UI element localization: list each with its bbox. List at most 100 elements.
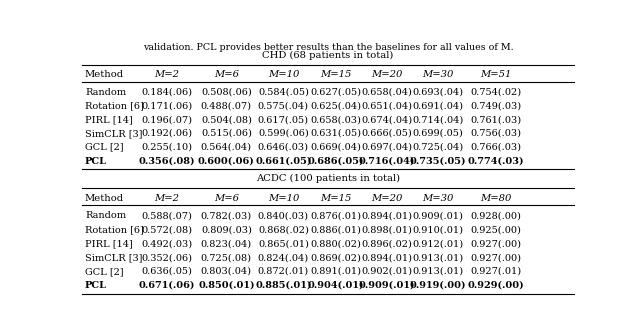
Text: M=10: M=10	[268, 194, 299, 203]
Text: M=15: M=15	[320, 194, 351, 203]
Text: ACDC (100 patients in total): ACDC (100 patients in total)	[256, 174, 400, 183]
Text: 0.584(.05): 0.584(.05)	[258, 88, 308, 97]
Text: 0.488(.07): 0.488(.07)	[201, 101, 252, 111]
Text: 0.661(.05): 0.661(.05)	[255, 156, 312, 166]
Text: 0.735(.05): 0.735(.05)	[410, 156, 467, 166]
Text: 0.636(.05): 0.636(.05)	[141, 267, 192, 276]
Text: Method: Method	[85, 194, 124, 203]
Text: 0.666(.05): 0.666(.05)	[361, 129, 412, 138]
Text: 0.904(.01): 0.904(.01)	[307, 281, 364, 290]
Text: 0.756(.03): 0.756(.03)	[470, 129, 521, 138]
Text: 0.669(.04): 0.669(.04)	[310, 143, 361, 152]
Text: GCL [2]: GCL [2]	[85, 267, 124, 276]
Text: 0.909(.01): 0.909(.01)	[358, 281, 415, 290]
Text: M=20: M=20	[371, 194, 402, 203]
Text: Method: Method	[85, 70, 124, 80]
Text: 0.171(.06): 0.171(.06)	[141, 101, 193, 111]
Text: Rotation [6]: Rotation [6]	[85, 101, 144, 111]
Text: Random: Random	[85, 88, 126, 97]
Text: 0.492(.03): 0.492(.03)	[141, 239, 193, 248]
Text: 0.865(.01): 0.865(.01)	[258, 239, 308, 248]
Text: 0.809(.03): 0.809(.03)	[201, 225, 252, 234]
Text: 0.356(.08): 0.356(.08)	[138, 156, 195, 166]
Text: 0.913(.01): 0.913(.01)	[413, 253, 463, 262]
Text: 0.575(.04): 0.575(.04)	[258, 101, 309, 111]
Text: 0.658(.03): 0.658(.03)	[310, 115, 361, 124]
Text: 0.919(.00): 0.919(.00)	[410, 281, 467, 290]
Text: M=6: M=6	[214, 70, 239, 80]
Text: 0.588(.07): 0.588(.07)	[141, 211, 192, 220]
Text: 0.894(.01): 0.894(.01)	[361, 253, 412, 262]
Text: 0.625(.04): 0.625(.04)	[310, 101, 361, 111]
Text: 0.725(.04): 0.725(.04)	[413, 143, 463, 152]
Text: 0.716(.04): 0.716(.04)	[358, 156, 415, 166]
Text: SimCLR [3]: SimCLR [3]	[85, 129, 143, 138]
Text: GCL [2]: GCL [2]	[85, 143, 124, 152]
Text: 0.774(.03): 0.774(.03)	[467, 156, 524, 166]
Text: 0.894(.01): 0.894(.01)	[361, 211, 412, 220]
Text: 0.714(.04): 0.714(.04)	[413, 115, 464, 124]
Text: 0.925(.00): 0.925(.00)	[470, 225, 521, 234]
Text: 0.646(.03): 0.646(.03)	[258, 143, 309, 152]
Text: 0.896(.02): 0.896(.02)	[361, 239, 412, 248]
Text: SimCLR [3]: SimCLR [3]	[85, 253, 143, 262]
Text: 0.697(.04): 0.697(.04)	[361, 143, 412, 152]
Text: M=51: M=51	[480, 70, 511, 80]
Text: 0.909(.01): 0.909(.01)	[413, 211, 463, 220]
Text: 0.599(.06): 0.599(.06)	[258, 129, 308, 138]
Text: 0.869(.02): 0.869(.02)	[310, 253, 361, 262]
Text: CHD (68 patients in total): CHD (68 patients in total)	[262, 51, 394, 60]
Text: 0.782(.03): 0.782(.03)	[201, 211, 252, 220]
Text: 0.674(.04): 0.674(.04)	[361, 115, 412, 124]
Text: 0.910(.01): 0.910(.01)	[413, 225, 463, 234]
Text: 0.823(.04): 0.823(.04)	[201, 239, 252, 248]
Text: M=6: M=6	[214, 194, 239, 203]
Text: 0.627(.05): 0.627(.05)	[310, 88, 361, 97]
Text: 0.754(.02): 0.754(.02)	[470, 88, 521, 97]
Text: 0.196(.07): 0.196(.07)	[141, 115, 192, 124]
Text: 0.671(.06): 0.671(.06)	[139, 281, 195, 290]
Text: 0.803(.04): 0.803(.04)	[201, 267, 252, 276]
Text: 0.880(.02): 0.880(.02)	[310, 239, 361, 248]
Text: 0.725(.08): 0.725(.08)	[201, 253, 252, 262]
Text: PIRL [14]: PIRL [14]	[85, 115, 132, 124]
Text: 0.850(.01): 0.850(.01)	[198, 281, 255, 290]
Text: 0.824(.04): 0.824(.04)	[258, 253, 309, 262]
Text: 0.617(.05): 0.617(.05)	[258, 115, 309, 124]
Text: 0.912(.01): 0.912(.01)	[413, 239, 463, 248]
Text: 0.749(.03): 0.749(.03)	[470, 101, 521, 111]
Text: 0.699(.05): 0.699(.05)	[413, 129, 463, 138]
Text: PCL: PCL	[85, 156, 107, 166]
Text: M=2: M=2	[154, 70, 179, 80]
Text: 0.600(.06): 0.600(.06)	[198, 156, 255, 166]
Text: M=10: M=10	[268, 70, 299, 80]
Text: M=15: M=15	[320, 70, 351, 80]
Text: M=20: M=20	[371, 70, 402, 80]
Text: 0.515(.06): 0.515(.06)	[201, 129, 252, 138]
Text: 0.872(.01): 0.872(.01)	[258, 267, 309, 276]
Text: 0.927(.00): 0.927(.00)	[470, 239, 521, 248]
Text: 0.868(.02): 0.868(.02)	[258, 225, 308, 234]
Text: 0.352(.06): 0.352(.06)	[141, 253, 192, 262]
Text: validation. PCL provides better results than the baselines for all values of M.: validation. PCL provides better results …	[143, 44, 513, 52]
Text: 0.876(.01): 0.876(.01)	[310, 211, 361, 220]
Text: M=30: M=30	[422, 194, 454, 203]
Text: 0.658(.04): 0.658(.04)	[361, 88, 412, 97]
Text: 0.913(.01): 0.913(.01)	[413, 267, 463, 276]
Text: 0.928(.00): 0.928(.00)	[470, 211, 521, 220]
Text: 0.651(.04): 0.651(.04)	[361, 101, 412, 111]
Text: 0.255(.10): 0.255(.10)	[141, 143, 192, 152]
Text: Random: Random	[85, 211, 126, 220]
Text: 0.898(.01): 0.898(.01)	[361, 225, 412, 234]
Text: 0.891(.01): 0.891(.01)	[310, 267, 361, 276]
Text: M=80: M=80	[480, 194, 511, 203]
Text: 0.504(.08): 0.504(.08)	[201, 115, 252, 124]
Text: 0.885(.01): 0.885(.01)	[255, 281, 312, 290]
Text: M=30: M=30	[422, 70, 454, 80]
Text: PIRL [14]: PIRL [14]	[85, 239, 132, 248]
Text: 0.929(.00): 0.929(.00)	[467, 281, 524, 290]
Text: 0.184(.06): 0.184(.06)	[141, 88, 192, 97]
Text: 0.927(.01): 0.927(.01)	[470, 267, 521, 276]
Text: PCL: PCL	[85, 281, 107, 290]
Text: 0.691(.04): 0.691(.04)	[413, 101, 463, 111]
